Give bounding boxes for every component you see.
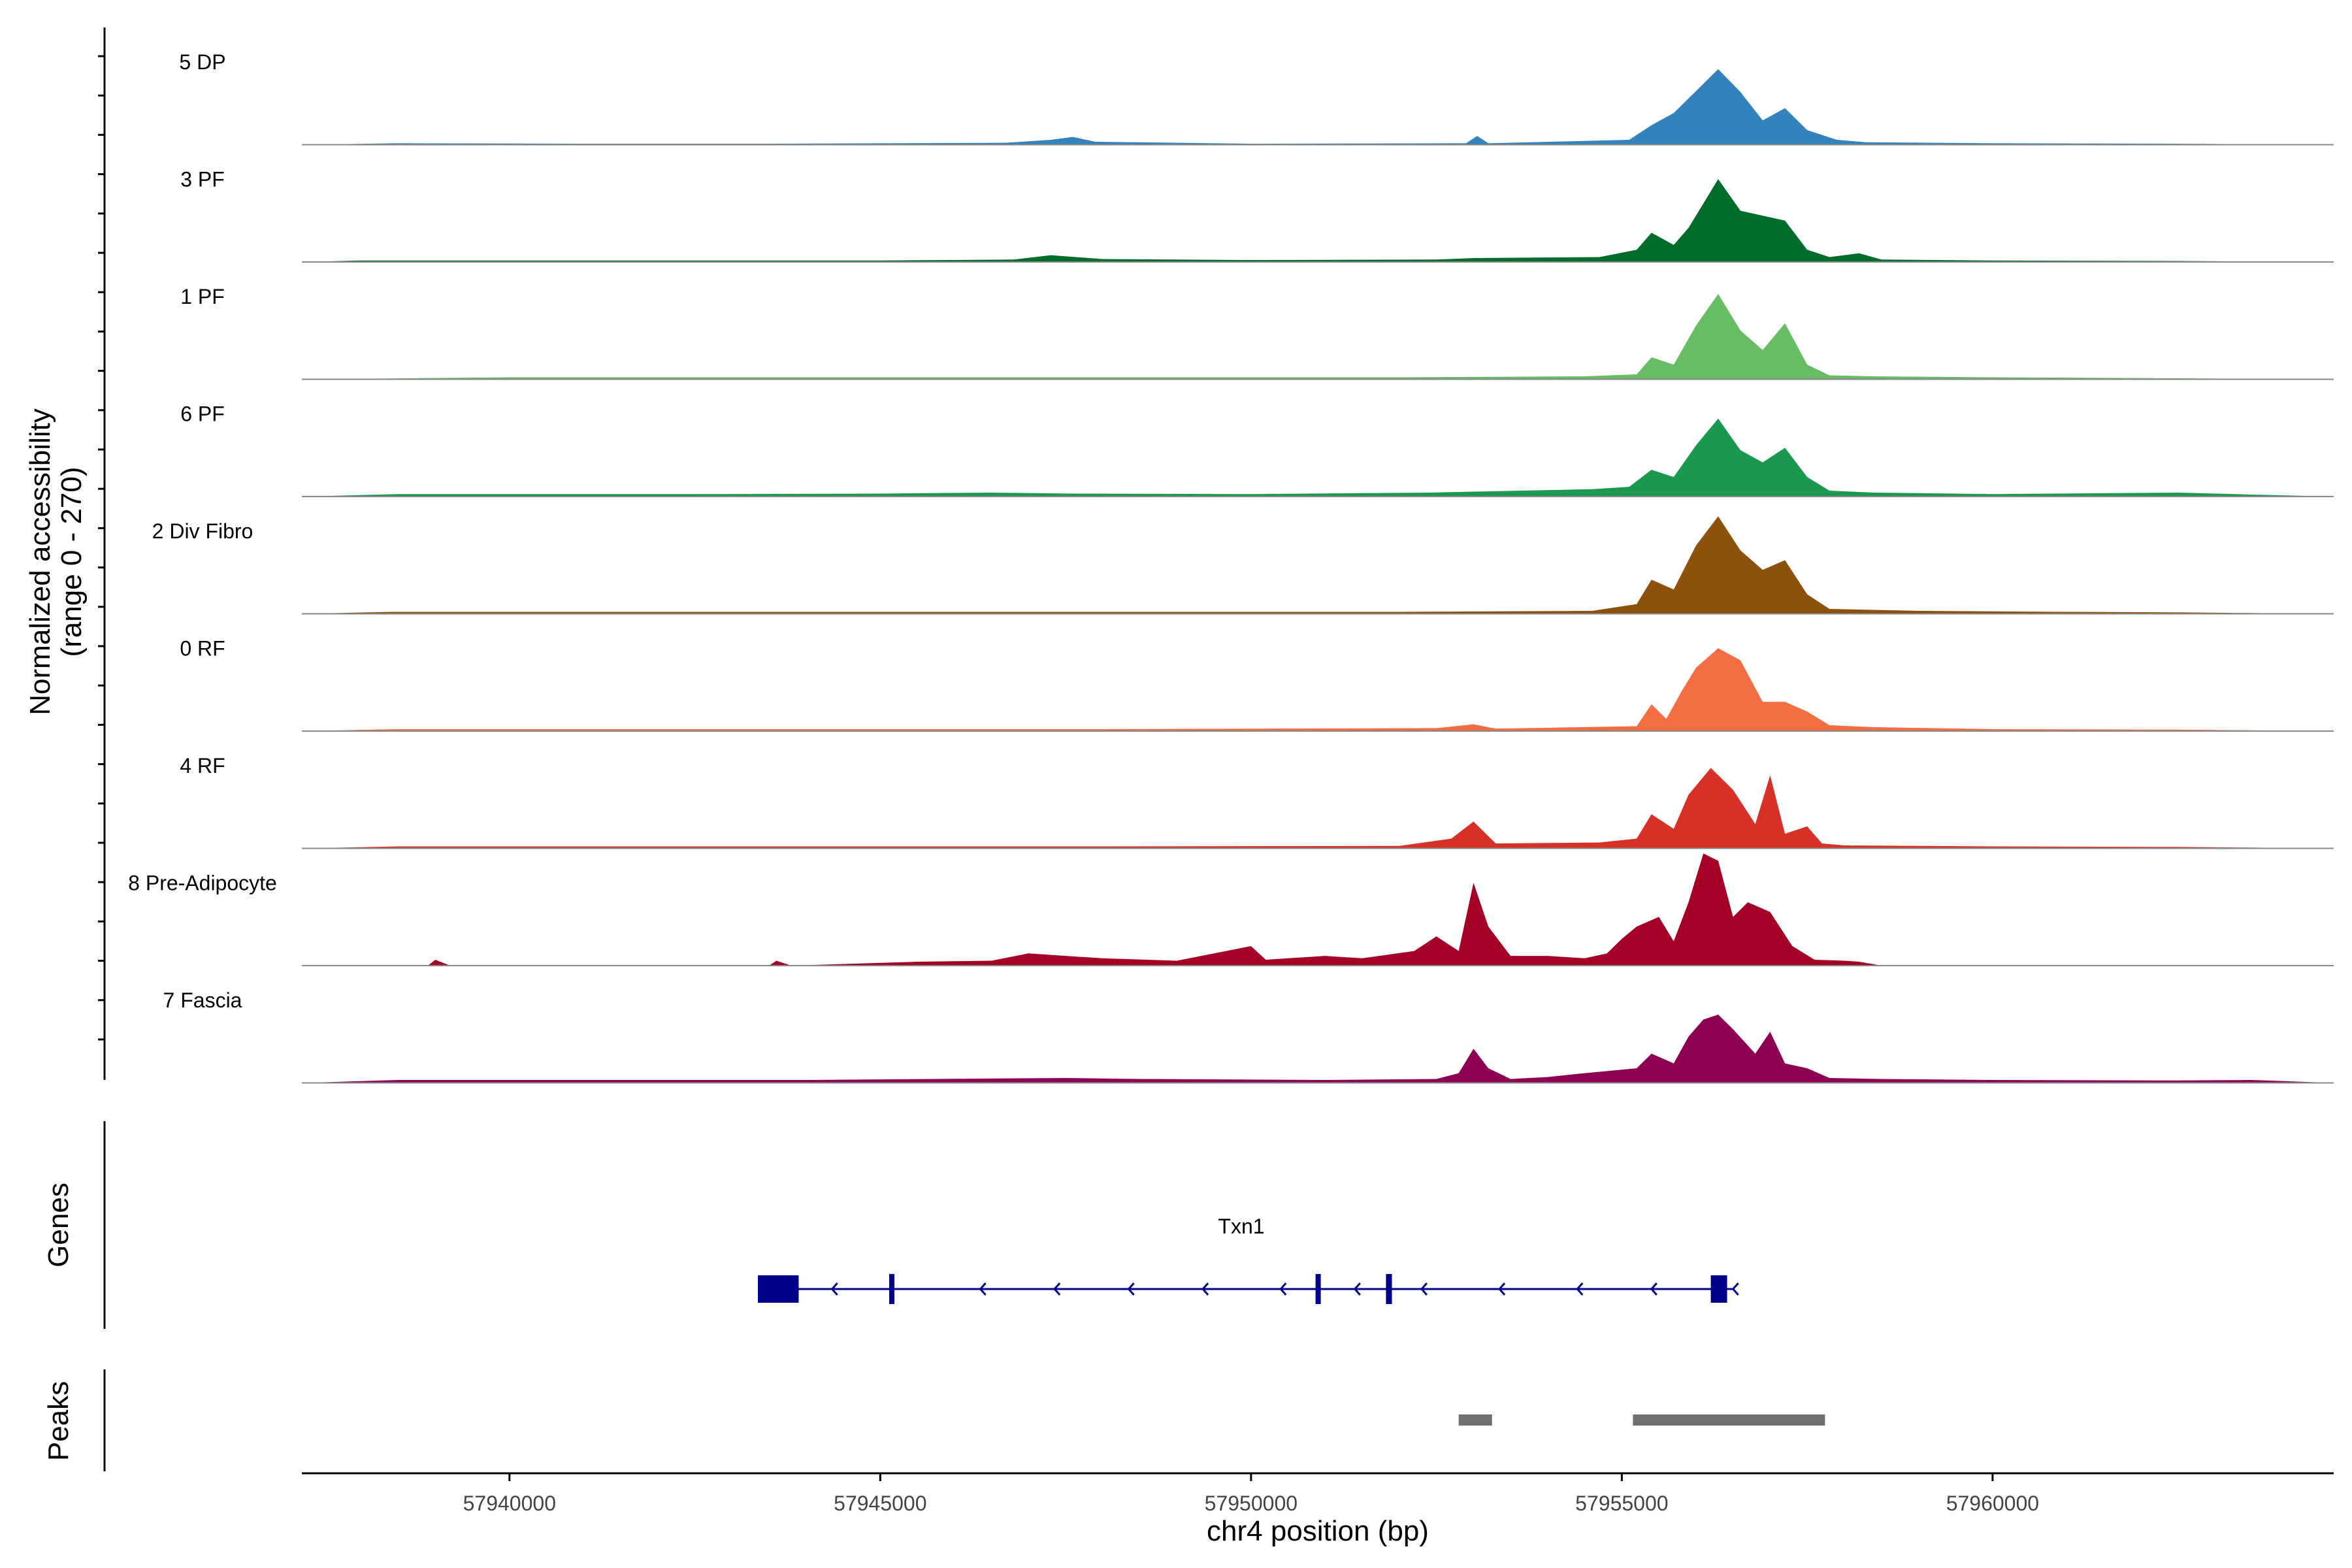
track-label-7-fascia: 7 Fascia — [163, 988, 242, 1012]
gene-name-label: Txn1 — [1218, 1215, 1264, 1238]
coverage-area-4-rf — [302, 768, 2334, 849]
genes-track — [103, 1121, 1739, 1329]
gene-exon — [1710, 1275, 1727, 1303]
x-axis: 57940000 57945000 57950000 57955000 57960000 — [302, 1472, 2334, 1515]
x-tick-label: 57945000 — [834, 1492, 926, 1515]
coverage-area-6-pf — [302, 418, 2334, 497]
track-label-1-pf: 1 PF — [180, 285, 225, 308]
gene-strand-arrow — [979, 1282, 987, 1296]
track-label-4-rf: 4 RF — [180, 754, 225, 777]
gene-exon — [1315, 1274, 1321, 1304]
gene-strand-arrow — [1420, 1282, 1428, 1296]
gene-strand-arrow — [1650, 1282, 1658, 1296]
gene-exon — [1386, 1274, 1392, 1304]
gene-strand-arrow — [1201, 1282, 1209, 1296]
track-label-2-div-fibro: 2 Div Fibro — [152, 519, 253, 543]
gene-strand-arrow — [1353, 1282, 1361, 1296]
coverage-area-7-fascia — [302, 1015, 2334, 1083]
gene-strand-arrow — [1731, 1282, 1739, 1296]
gene-strand-arrow — [1498, 1282, 1506, 1296]
gene-strand-arrow — [1279, 1282, 1287, 1296]
peak-region — [1458, 1414, 1492, 1426]
x-tick-label: 57940000 — [463, 1492, 556, 1515]
track-label-5-dp: 5 DP — [179, 50, 225, 74]
gene-strand-arrow — [1127, 1282, 1135, 1296]
track-label-8-pre-adipocyte: 8 Pre-Adipocyte — [128, 871, 277, 894]
coverage-area-5-dp — [302, 69, 2334, 145]
track-label-0-rf: 0 RF — [180, 636, 225, 660]
genes-track-label: Genes — [42, 1183, 74, 1267]
gene-exon — [758, 1275, 799, 1303]
coverage-area-1-pf — [302, 293, 2334, 380]
coverage-area-2-div-fibro — [302, 516, 2334, 614]
y-axis-label-line2: (range 0 - 270) — [56, 466, 88, 657]
x-tick-label: 57950000 — [1205, 1492, 1298, 1515]
peak-region — [1633, 1414, 1825, 1426]
peaks-track — [103, 1369, 1825, 1471]
gene-strand-arrow — [1576, 1282, 1584, 1296]
peaks-track-label: Peaks — [42, 1381, 74, 1461]
coverage-tracks: 5 DP 3 PF 1 PF 6 PF 2 Div Fibro 0 RF 4 RF 8 Pre… — [98, 27, 2334, 1084]
track-label-3-pf: 3 PF — [180, 167, 225, 191]
x-axis-title: chr4 position (bp) — [1207, 1515, 1429, 1547]
x-tick-label: 57955000 — [1575, 1492, 1668, 1515]
coverage-area-3-pf — [302, 179, 2334, 262]
coverage-area-0-rf — [302, 648, 2334, 731]
x-tick-label: 57960000 — [1946, 1492, 2039, 1515]
track-label-6-pf: 6 PF — [180, 402, 225, 425]
gene-strand-arrow — [1053, 1282, 1061, 1296]
coverage-area-8-pre-adipocyte — [302, 853, 2334, 966]
gene-exon — [889, 1274, 894, 1304]
gene-strand-arrow — [830, 1282, 838, 1296]
y-axis-label-line1: Normalized accessibility — [24, 408, 56, 715]
